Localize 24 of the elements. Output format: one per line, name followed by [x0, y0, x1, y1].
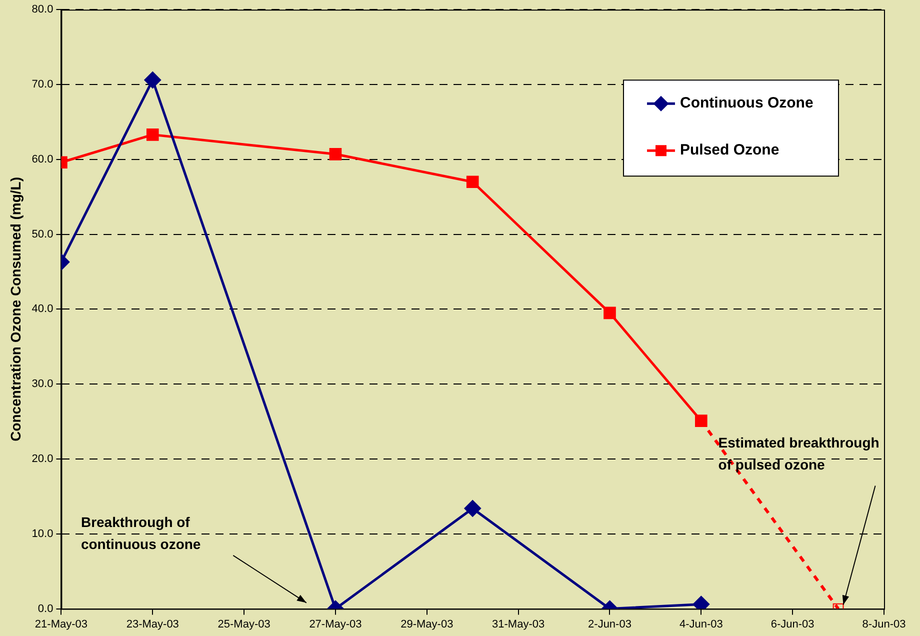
- x-tick-label: 6-Jun-03: [770, 618, 814, 630]
- y-tick-label: 50.0: [32, 228, 54, 240]
- x-tick-label: 27-May-03: [309, 618, 362, 630]
- y-tick-label: 70.0: [32, 78, 54, 91]
- y-tick-label: 40.0: [32, 303, 54, 316]
- y-tick-label: 80.0: [32, 4, 54, 16]
- y-tick-label: 20.0: [32, 453, 54, 466]
- legend-label: Pulsed Ozone: [680, 142, 780, 159]
- x-tick-label: 4-Jun-03: [679, 618, 723, 630]
- x-tick-label: 2-Jun-03: [588, 618, 632, 630]
- x-tick-label: 31-May-03: [492, 618, 545, 630]
- x-tick-label: 23-May-03: [126, 618, 179, 630]
- y-tick-label: 30.0: [32, 378, 54, 390]
- x-tick-label: 8-Jun-03: [862, 618, 906, 630]
- y-tick-label: 10.0: [32, 528, 54, 540]
- x-tick-label: 29-May-03: [400, 618, 454, 630]
- y-tick-label: 60.0: [32, 153, 54, 166]
- y-tick-label: 0.0: [38, 602, 54, 615]
- annotation: Breakthrough of continuous ozone: [80, 514, 201, 552]
- y-axis-title: Concentration Ozone Consumed (mg/L): [7, 176, 24, 442]
- legend-label: Continuous Ozone: [680, 94, 814, 112]
- annotation: Estimated breakthrough of pulsed ozone: [718, 434, 880, 473]
- x-tick-label: 25-May-03: [218, 618, 270, 630]
- x-tick-label: 21-May-03: [34, 618, 88, 630]
